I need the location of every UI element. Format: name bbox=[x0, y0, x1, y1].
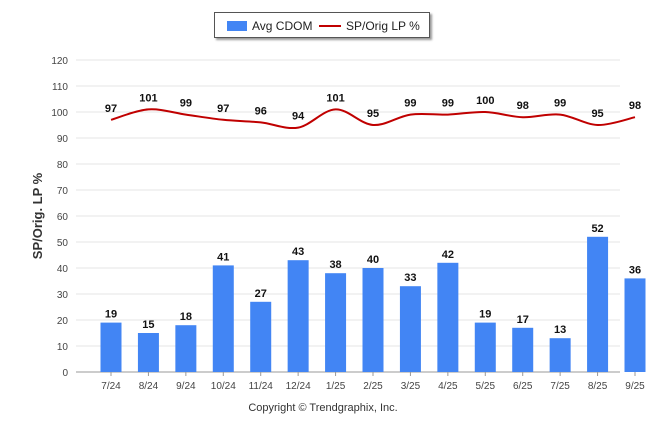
bar-4/25 bbox=[437, 262, 459, 372]
bar-value-label: 17 bbox=[517, 314, 529, 326]
bar-value-label: 40 bbox=[367, 254, 379, 266]
line-value-label: 98 bbox=[517, 100, 529, 112]
bar-11/24 bbox=[250, 301, 272, 372]
x-tick-label: 8/25 bbox=[588, 381, 608, 392]
y-tick-label: 10 bbox=[57, 342, 69, 353]
bar-7/24 bbox=[100, 322, 122, 372]
x-tick-label: 8/24 bbox=[139, 381, 159, 392]
x-tick-label: 7/24 bbox=[101, 381, 121, 392]
y-axis-label: SP/Orig. LP % bbox=[30, 172, 45, 259]
line-value-label: 100 bbox=[476, 95, 494, 107]
line-value-label: 101 bbox=[139, 92, 157, 104]
x-tick-label: 1/25 bbox=[326, 381, 346, 392]
line-value-label: 96 bbox=[255, 105, 267, 117]
legend[interactable]: Avg CDOM SP/Orig LP % bbox=[214, 12, 430, 38]
line-value-label: 95 bbox=[367, 108, 379, 120]
legend-bar-swatch bbox=[227, 21, 247, 31]
bar-value-label: 52 bbox=[591, 223, 603, 235]
y-tick-label: 110 bbox=[52, 82, 68, 93]
x-tick-label: 6/25 bbox=[513, 381, 533, 392]
y-tick-label: 80 bbox=[57, 160, 69, 171]
y-tick-label: 60 bbox=[57, 212, 69, 223]
x-tick-label: 2/25 bbox=[363, 381, 383, 392]
y-tick-label: 40 bbox=[57, 264, 69, 275]
legend-label-avg-cdom: Avg CDOM bbox=[252, 19, 313, 33]
x-tick-label: 9/25 bbox=[625, 381, 645, 392]
line-value-label: 98 bbox=[629, 100, 641, 112]
bar-3/25 bbox=[399, 286, 421, 372]
legend-line-swatch bbox=[319, 25, 341, 27]
bar-1/25 bbox=[325, 273, 347, 372]
bar-2/25 bbox=[362, 268, 384, 372]
bar-value-label: 15 bbox=[142, 319, 154, 331]
legend-item-sp-orig-lp[interactable]: SP/Orig LP % bbox=[319, 19, 420, 33]
line-value-label: 101 bbox=[326, 92, 344, 104]
line-value-label: 99 bbox=[180, 98, 192, 110]
x-tick-label: 9/24 bbox=[176, 381, 196, 392]
bar-value-label: 13 bbox=[554, 324, 566, 336]
x-tick-label: 10/24 bbox=[211, 381, 236, 392]
x-tick-label: 7/25 bbox=[550, 381, 570, 392]
bar-value-label: 38 bbox=[329, 259, 341, 271]
bar-9/24 bbox=[175, 325, 197, 372]
bar-value-label: 19 bbox=[479, 309, 491, 321]
bar-value-label: 18 bbox=[180, 311, 192, 323]
copyright-text: Copyright © Trendgraphix, Inc. bbox=[248, 402, 398, 414]
bar-value-label: 27 bbox=[255, 288, 267, 300]
y-tick-label: 50 bbox=[57, 238, 69, 249]
line-value-label: 94 bbox=[292, 111, 305, 123]
line-value-label: 99 bbox=[442, 98, 454, 110]
x-tick-label: 4/25 bbox=[438, 381, 458, 392]
y-tick-label: 120 bbox=[51, 56, 68, 67]
x-tick-label: 3/25 bbox=[401, 381, 421, 392]
legend-item-avg-cdom[interactable]: Avg CDOM bbox=[227, 19, 312, 33]
bar-value-label: 41 bbox=[217, 251, 229, 263]
y-tick-label: 70 bbox=[57, 186, 69, 197]
bar-value-label: 42 bbox=[442, 249, 454, 261]
line-sp-orig-lp bbox=[110, 108, 636, 130]
x-tick-label: 5/25 bbox=[476, 381, 496, 392]
bar-8/25 bbox=[587, 236, 609, 372]
line-value-label: 97 bbox=[105, 103, 117, 115]
x-tick-label: 11/24 bbox=[249, 381, 274, 392]
y-tick-label: 30 bbox=[57, 290, 69, 301]
y-tick-label: 90 bbox=[57, 134, 69, 145]
bar-value-label: 43 bbox=[292, 246, 304, 258]
bar-7/25 bbox=[549, 338, 571, 372]
line-value-label: 99 bbox=[554, 98, 566, 110]
bar-value-label: 19 bbox=[105, 309, 117, 321]
y-tick-label: 0 bbox=[62, 368, 68, 379]
y-tick-label: 100 bbox=[51, 108, 68, 119]
bar-9/25 bbox=[624, 278, 646, 372]
line-value-label: 97 bbox=[217, 103, 229, 115]
line-value-label: 99 bbox=[404, 98, 416, 110]
x-tick-label: 12/24 bbox=[286, 381, 311, 392]
bar-5/25 bbox=[474, 322, 496, 372]
bar-12/24 bbox=[287, 260, 309, 372]
bar-value-label: 33 bbox=[404, 272, 416, 284]
y-tick-label: 20 bbox=[57, 316, 69, 327]
bar-value-label: 36 bbox=[629, 264, 641, 276]
bar-6/25 bbox=[512, 327, 534, 372]
legend-label-sp-orig-lp: SP/Orig LP % bbox=[346, 19, 420, 33]
bar-8/24 bbox=[137, 333, 159, 372]
bar-10/24 bbox=[212, 265, 234, 372]
line-value-label: 95 bbox=[591, 108, 603, 120]
